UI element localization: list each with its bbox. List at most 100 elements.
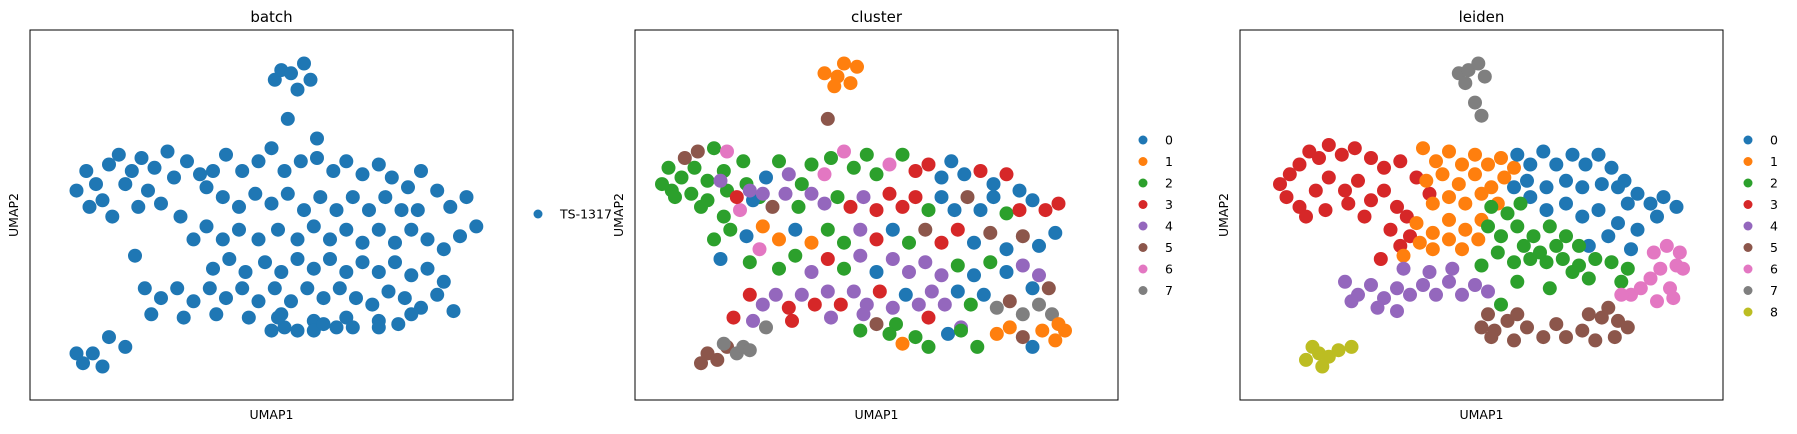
data-point [882, 157, 897, 172]
data-point [306, 261, 321, 276]
data-point [837, 261, 851, 276]
data-point [986, 190, 1001, 205]
data-point [1451, 177, 1466, 192]
data-point [967, 235, 981, 250]
data-point [1656, 190, 1671, 205]
data-point [1393, 154, 1408, 169]
data-point [430, 183, 445, 198]
data-point [1659, 238, 1674, 253]
data-point [1416, 141, 1430, 156]
data-point [846, 284, 861, 299]
data-point [384, 170, 399, 185]
data-point [111, 147, 126, 162]
data-point [1305, 339, 1320, 354]
data-point [215, 190, 230, 205]
data-point [804, 235, 819, 250]
data-point [967, 268, 981, 283]
data-point [1461, 63, 1476, 78]
data-point [293, 154, 308, 169]
data-point [1500, 313, 1515, 328]
data-point [941, 326, 955, 341]
data-point [345, 190, 360, 205]
data-point [258, 255, 272, 270]
data-point [742, 183, 757, 198]
legend-label: 3 [1165, 197, 1173, 212]
data-point [1481, 157, 1495, 172]
data-point [924, 284, 939, 299]
data-point [1338, 274, 1352, 289]
data-point [274, 265, 289, 279]
data-point [911, 297, 926, 312]
data-point [1032, 297, 1046, 312]
data-point [983, 225, 998, 240]
data-point [895, 336, 910, 351]
legend-label: 6 [1770, 262, 1778, 277]
data-point [885, 300, 900, 315]
data-point [371, 265, 386, 279]
data-point [1484, 330, 1499, 345]
data-point [102, 157, 116, 172]
data-point [388, 255, 402, 270]
data-point [232, 199, 246, 214]
data-point [820, 222, 835, 237]
data-point [788, 222, 803, 237]
legend-label: 1 [1165, 154, 1173, 169]
data-point [1646, 245, 1661, 260]
legend-label: 5 [1165, 240, 1173, 255]
data-point [950, 258, 965, 273]
panel-batch: batch UMAP1 UMAP2 TS-1317 [6, 8, 612, 422]
data-point [957, 167, 972, 182]
scatter-points [69, 56, 484, 374]
data-point [1299, 209, 1313, 224]
data-point [755, 297, 770, 312]
data-point [144, 307, 159, 322]
data-point [1458, 76, 1473, 91]
legend-marker [1743, 307, 1753, 317]
legend-label: 1 [1770, 154, 1778, 169]
data-point [1604, 160, 1619, 175]
data-point [1565, 147, 1580, 162]
data-point [235, 164, 250, 178]
x-axis-label: UMAP1 [855, 407, 899, 422]
data-point [817, 167, 832, 182]
legend-label: 6 [1165, 262, 1173, 277]
data-point [206, 164, 220, 178]
data-point [973, 164, 988, 178]
data-point [1347, 141, 1362, 156]
legend-marker [1743, 178, 1753, 188]
data-point [1351, 173, 1365, 188]
data-point [280, 111, 295, 126]
data-point [371, 157, 386, 172]
data-point [1555, 252, 1570, 266]
data-point [1507, 255, 1521, 270]
data-point [882, 326, 897, 341]
data-point [772, 154, 786, 169]
data-point [1412, 235, 1427, 250]
data-point [1539, 180, 1554, 195]
data-point [1507, 180, 1521, 195]
data-point [1331, 343, 1346, 358]
legend-marker [1743, 135, 1753, 145]
data-point [1468, 147, 1482, 162]
data-point [853, 248, 868, 263]
data-point [264, 323, 279, 338]
data-point [850, 59, 864, 74]
data-point [859, 147, 874, 162]
data-point [1559, 330, 1573, 345]
data-point [1025, 339, 1040, 354]
data-point [1620, 261, 1635, 276]
legend-marker [1138, 200, 1148, 209]
data-point [973, 203, 988, 218]
data-point [820, 111, 835, 126]
data-point [355, 255, 370, 270]
data-point [1455, 157, 1469, 172]
data-point [921, 339, 936, 354]
data-point [918, 255, 933, 270]
data-point [1370, 300, 1385, 315]
data-point [1539, 203, 1554, 218]
data-point [206, 261, 220, 276]
data-point [1002, 320, 1017, 335]
data-point [1575, 180, 1590, 195]
data-point [1510, 307, 1525, 322]
